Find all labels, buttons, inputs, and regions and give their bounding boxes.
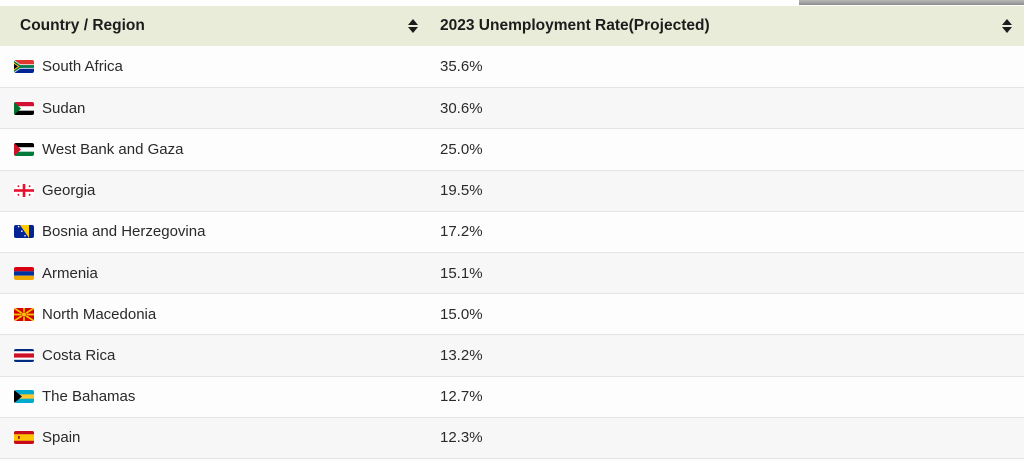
country-label: Bosnia and Herzegovina xyxy=(42,223,206,241)
table-header-row: Country / Region 2023 Unemployment Rate(… xyxy=(0,6,1024,46)
top-strip xyxy=(0,0,1024,6)
rate-value: 13.2% xyxy=(440,346,483,364)
flag-west-bank-and-gaza-icon xyxy=(14,142,34,156)
table-row: The Bahamas 12.7% xyxy=(0,375,1024,417)
rate-value: 15.0% xyxy=(440,305,483,323)
header-unemployment-rate[interactable]: 2023 Unemployment Rate(Projected) xyxy=(430,17,1024,35)
flag-bosnia-and-herzegovina-icon xyxy=(14,225,34,239)
table-row-partial xyxy=(0,457,1024,462)
sort-updown-icon[interactable] xyxy=(408,19,418,33)
flag-north-macedonia-icon xyxy=(14,307,34,321)
flag-the-bahamas-icon xyxy=(14,390,34,404)
table-row: Bosnia and Herzegovina 17.2% xyxy=(0,210,1024,252)
country-label: Armenia xyxy=(42,264,98,282)
rate-value: 35.6% xyxy=(440,58,483,76)
table-body: South Africa 35.6% Sudan 30.6% xyxy=(0,46,1024,462)
country-label: Sudan xyxy=(42,99,86,117)
sort-updown-icon[interactable] xyxy=(1002,19,1012,33)
flag-georgia-icon xyxy=(14,184,34,198)
table-row: Spain 12.3% xyxy=(0,416,1024,458)
rate-value: 17.2% xyxy=(440,223,483,241)
rate-value: 30.6% xyxy=(440,99,483,117)
rate-value: 25.0% xyxy=(440,140,483,158)
country-label: Georgia xyxy=(42,182,96,200)
country-label: The Bahamas xyxy=(42,388,136,406)
header-unemployment-rate-label: 2023 Unemployment Rate(Projected) xyxy=(440,17,710,34)
table-row: Costa Rica 13.2% xyxy=(0,334,1024,376)
sort-asc-arrow-icon xyxy=(1002,19,1012,25)
header-country-region-label: Country / Region xyxy=(20,17,145,34)
table-row: Georgia 19.5% xyxy=(0,169,1024,211)
rate-value: 15.1% xyxy=(440,264,483,282)
sort-desc-arrow-icon xyxy=(1002,27,1012,33)
table-row: South Africa 35.6% xyxy=(0,46,1024,88)
country-label: North Macedonia xyxy=(42,305,157,323)
header-country-region[interactable]: Country / Region xyxy=(0,17,430,35)
horizontal-scrollbar-thumb[interactable] xyxy=(799,0,1024,5)
sort-desc-arrow-icon xyxy=(408,27,418,33)
table-row: North Macedonia 15.0% xyxy=(0,293,1024,335)
flag-spain-icon xyxy=(14,431,34,445)
country-label: South Africa xyxy=(42,58,123,76)
flag-costa-rica-icon xyxy=(14,348,34,362)
sort-asc-arrow-icon xyxy=(408,19,418,25)
rate-value: 12.7% xyxy=(440,388,483,406)
table-row: Sudan 30.6% xyxy=(0,87,1024,129)
rate-value: 12.3% xyxy=(440,429,483,447)
flag-armenia-icon xyxy=(14,266,34,280)
rate-value: 19.5% xyxy=(440,182,483,200)
table-row: Armenia 15.1% xyxy=(0,251,1024,294)
flag-south-africa-icon xyxy=(14,60,34,74)
country-label: West Bank and Gaza xyxy=(42,140,184,158)
table-row: West Bank and Gaza 25.0% xyxy=(0,128,1024,170)
country-label: Costa Rica xyxy=(42,346,116,364)
flag-sudan-icon xyxy=(14,101,34,115)
country-label: Spain xyxy=(42,429,81,447)
